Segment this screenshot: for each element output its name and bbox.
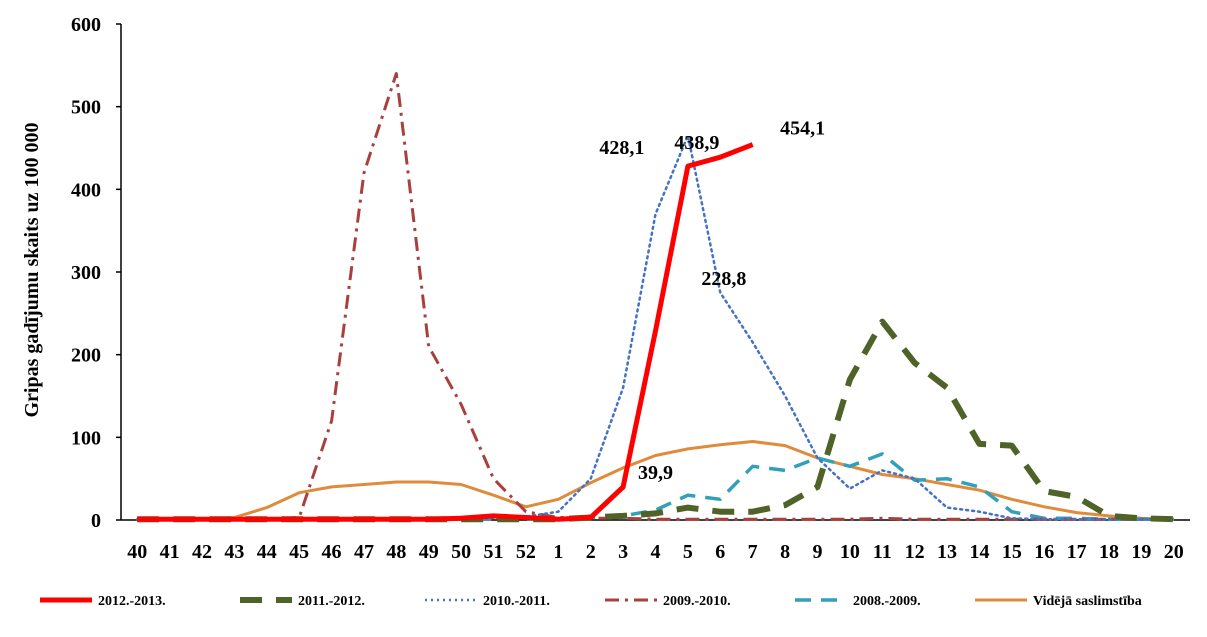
x-tick-label: 41 (160, 541, 180, 563)
x-tick-label: 16 (1034, 541, 1054, 563)
x-tick-label: 12 (905, 541, 925, 563)
y-tick-label: 100 (71, 427, 101, 449)
axes (120, 24, 1190, 521)
x-tick-label: 20 (1164, 541, 1184, 563)
x-tick-label: 45 (289, 541, 309, 563)
x-tick-label: 15 (1002, 541, 1022, 563)
legend: 2012.-2013. 2011.-2012. 2010.-2011. 2009.-2… (40, 594, 1142, 609)
legend-label: 2012.-2013. (98, 594, 166, 609)
data-label: 228,8 (701, 268, 746, 290)
x-tick-labels: 40 41 42 43 44 45 46 47 48 49 50 51 52 1 2 3 4 5 6 7 8 9 10 11 1… (127, 541, 1184, 563)
x-tick-label: 7 (748, 541, 758, 563)
series-line-0 (137, 142, 754, 522)
legend-label: 2011.-2012. (298, 594, 365, 609)
y-tick-labels: 0 100 200 300 400 500 600 (71, 14, 121, 532)
y-tick-label: 600 (71, 14, 101, 36)
x-tick-label: 40 (127, 541, 147, 563)
x-tick-label: 17 (1067, 541, 1087, 563)
y-tick-label: 500 (71, 97, 101, 119)
data-label: 454,1 (780, 118, 825, 140)
x-tick-label: 47 (354, 541, 374, 563)
y-tick-label: 400 (71, 179, 101, 201)
x-tick-label: 13 (937, 541, 957, 563)
y-axis-label: Gripas gadījumu skaits uz 100 000 (21, 122, 43, 417)
x-tick-label: 52 (516, 541, 536, 563)
series-line-3 (137, 72, 1174, 521)
x-tick-label: 8 (780, 541, 790, 563)
x-tick-label: 9 (812, 541, 822, 563)
data-label: 438,9 (674, 132, 719, 154)
data-label: 39,9 (638, 462, 673, 484)
y-tick-label: 0 (91, 510, 101, 532)
x-tick-label: 49 (419, 541, 439, 563)
x-tick-label: 44 (257, 541, 277, 563)
legend-label: 2009.-2010. (663, 594, 731, 609)
x-tick-label: 19 (1131, 541, 1151, 563)
x-tick-label: 48 (386, 541, 406, 563)
legend-label: 2008.-2009. (853, 594, 921, 609)
series-lines (135, 72, 1176, 523)
x-tick-label: 46 (322, 541, 342, 563)
x-tick-label: 3 (618, 541, 628, 563)
x-tick-label: 50 (451, 541, 471, 563)
series-line-1 (137, 318, 1174, 523)
x-tick-label: 1 (553, 541, 563, 563)
x-tick-label: 6 (715, 541, 725, 563)
x-tick-label: 43 (224, 541, 244, 563)
legend-label: 2010.-2011. (483, 594, 550, 609)
legend-label: Vidējā saslimstība (1033, 594, 1142, 609)
x-tick-label: 2 (586, 541, 596, 563)
data-label: 428,1 (599, 137, 644, 159)
x-tick-label: 10 (840, 541, 860, 563)
x-tick-label: 14 (969, 541, 989, 563)
y-tick-label: 300 (71, 262, 101, 284)
series-line-5 (137, 440, 1174, 522)
x-tick-label: 51 (484, 541, 504, 563)
x-tick-label: 18 (1099, 541, 1119, 563)
data-labels: 39,9 228,8 428,1 438,9 454,1 (599, 118, 825, 484)
x-tick-label: 11 (873, 541, 892, 563)
x-tick-label: 5 (683, 541, 693, 563)
x-tick-label: 42 (192, 541, 212, 563)
x-tick-label: 4 (651, 541, 661, 563)
y-tick-label: 200 (71, 345, 101, 367)
